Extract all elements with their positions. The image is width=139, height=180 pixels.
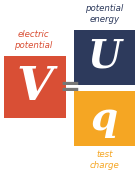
- Text: V: V: [17, 64, 53, 110]
- Text: U: U: [88, 37, 121, 75]
- Bar: [74, 91, 135, 146]
- Text: q: q: [91, 100, 118, 138]
- Text: =: =: [60, 76, 80, 100]
- Text: electric
potential
energy: electric potential energy: [85, 0, 124, 24]
- Text: test
charge: test charge: [90, 150, 119, 170]
- Bar: [74, 30, 135, 85]
- Text: electric
potential: electric potential: [14, 30, 52, 50]
- Bar: [4, 56, 66, 118]
